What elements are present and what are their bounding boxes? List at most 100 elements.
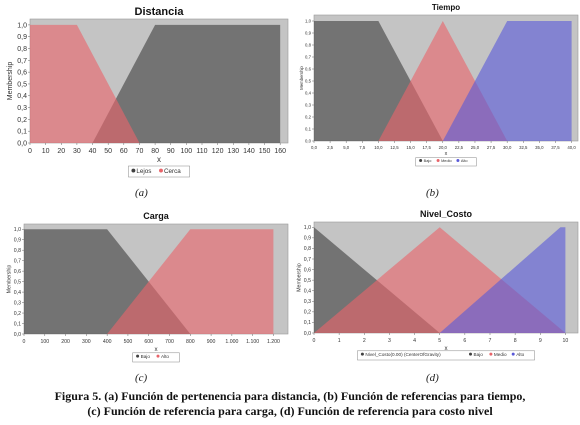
legend-box (128, 165, 190, 178)
sublabel-a: (a) (135, 187, 148, 199)
legend-label-alto: Alto (461, 158, 468, 163)
y-tick-label: 0,1 (304, 320, 311, 326)
x-tick-label: 10 (42, 148, 50, 155)
x-tick-label: 0 (23, 339, 26, 345)
legend-label-nivel-costo-0-00-centerofgravity: Nivel_Costo(0.00) (CenterOfGravity) (365, 352, 441, 357)
x-axis-label: x (444, 345, 448, 352)
y-tick-label: 0,4 (14, 290, 21, 296)
x-tick-label: 20 (57, 148, 65, 155)
x-tick-label: 10,0 (374, 145, 383, 150)
legend-box (415, 157, 477, 167)
x-tick-label: 8 (514, 338, 517, 344)
x-tick-label: 900 (207, 339, 216, 345)
y-tick-label: 0,1 (305, 127, 312, 132)
y-tick-label: 0,3 (305, 103, 312, 108)
y-tick-label: 0,9 (14, 238, 21, 244)
legend-marker-alto (456, 158, 460, 162)
legend-box (132, 352, 180, 363)
x-tick-label: 1.000 (225, 339, 238, 345)
y-tick-label: 1,0 (304, 225, 311, 231)
x-tick-label: 70 (136, 148, 144, 155)
y-tick-label: 0,5 (304, 278, 311, 284)
x-tick-label: 80 (151, 148, 159, 155)
legend-marker-cerca (159, 168, 163, 173)
figure-caption: Figura 5. (a) Función de pertenencia par… (0, 389, 580, 419)
legend-marker-lejos (131, 168, 136, 173)
chart-panel-carga: Carga 0,0 0,1 0,2 0,3 0,4 0,5 0,6 0,7 0,8 0,9 1,0 0 1… (0, 205, 290, 370)
x-tick-label: 10 (563, 338, 569, 344)
chart-distancia: Distancia 0,0 0,1 0,2 0,3 0,4 0,5 0,6 0,7 0,8 0,9 1… (7, 6, 289, 178)
y-tick-label: 0,3 (14, 300, 21, 306)
legend-label-bajo: Bajo (141, 354, 151, 359)
y-tick-label: 0,8 (17, 46, 27, 53)
legend-box (357, 350, 535, 361)
x-axis-label: x (157, 155, 161, 164)
x-tick-label: 1 (338, 338, 341, 344)
x-tick-label: 100 (181, 148, 193, 155)
x-tick-label: 600 (144, 339, 153, 345)
sublabel-b: (b) (426, 187, 439, 199)
y-tick-label: 0,6 (14, 269, 21, 275)
y-tick-label: 0,1 (14, 321, 21, 327)
y-tick-label: 0,0 (14, 332, 21, 338)
y-tick-label: 0,5 (305, 79, 312, 84)
legend-marker-nivel-costo-0-00-centerofgravity (360, 352, 364, 356)
y-axis-label: Membership (296, 263, 302, 292)
y-tick-label: 0,2 (14, 311, 21, 317)
y-tick-label: 0,5 (14, 279, 21, 285)
x-tick-label: 130 (227, 148, 239, 155)
legend-marker-alto (511, 352, 515, 356)
legend-marker-medio (436, 158, 440, 162)
x-tick-label: 0,0 (311, 145, 318, 150)
y-tick-label: 0,1 (17, 129, 27, 136)
legend-label-alto: Alto (161, 354, 169, 359)
x-tick-label: 200 (61, 339, 70, 345)
chart-title: Carga (143, 211, 170, 221)
x-tick-label: 300 (82, 339, 91, 345)
membership-area-alto (439, 227, 566, 333)
y-axis-label: Membership (6, 265, 12, 294)
y-tick-label: 0,3 (304, 299, 311, 305)
y-tick-label: 1,0 (14, 227, 21, 233)
x-tick-label: 4 (413, 338, 416, 344)
y-tick-label: 1,0 (305, 19, 312, 24)
x-tick-label: 32,5 (519, 145, 528, 150)
legend-label-cerca: Cerca (164, 168, 181, 175)
y-tick-label: 0,2 (305, 115, 312, 120)
x-tick-label: 5 (438, 338, 441, 344)
y-tick-label: 0,2 (304, 310, 311, 316)
y-tick-label: 0,0 (17, 140, 27, 147)
y-axis-label: Membership (299, 66, 304, 90)
x-tick-label: 5,0 (343, 145, 350, 150)
x-tick-label: 40,0 (567, 145, 576, 150)
x-axis-label: x (445, 151, 448, 157)
chart-panel-tiempo: Tiempo 0,0 0,1 0,2 0,3 0,4 0,5 0,6 0,7 0,8 0,9 1,0 0… (290, 0, 580, 182)
y-tick-label: 0,3 (17, 105, 27, 112)
chart-nivel-costo: Nivel_Costo 0,0 0,1 0,2 0,3 0,4 0,5 0,6 0,7 0,8 0,… (296, 209, 579, 361)
x-tick-label: 60 (120, 148, 128, 155)
y-tick-label: 0,8 (305, 43, 312, 48)
chart-panel-distancia: Distancia 0,0 0,1 0,2 0,3 0,4 0,5 0,6 0,7 0,8 0,9 1… (0, 0, 290, 182)
y-tick-label: 0,4 (304, 289, 311, 295)
y-tick-label: 0,9 (17, 34, 27, 41)
x-tick-label: 100 (40, 339, 49, 345)
legend-label-bajo: Bajo (474, 352, 484, 357)
chart-carga: Carga 0,0 0,1 0,2 0,3 0,4 0,5 0,6 0,7 0,8 0,9 1,0 0 1… (6, 211, 289, 363)
y-tick-label: 0,9 (305, 31, 312, 36)
x-tick-label: 15,0 (406, 145, 415, 150)
legend-label-medio: Medio (441, 158, 452, 163)
x-tick-label: 150 (259, 148, 271, 155)
chart-panel-nivel-costo: Nivel_Costo 0,0 0,1 0,2 0,3 0,4 0,5 0,6 0,7 0,8 0,… (290, 205, 580, 370)
legend-label-alto: Alto (516, 352, 524, 357)
x-tick-label: 160 (274, 148, 286, 155)
x-tick-label: 7,5 (359, 145, 366, 150)
y-tick-label: 0,6 (305, 67, 312, 72)
x-tick-label: 12,5 (390, 145, 399, 150)
x-tick-label: 400 (103, 339, 112, 345)
x-tick-label: 7 (489, 338, 492, 344)
y-tick-label: 0,5 (17, 81, 27, 88)
y-tick-label: 0,4 (17, 93, 27, 100)
x-tick-label: 37,5 (551, 145, 560, 150)
y-axis-label: Membership (7, 62, 14, 101)
sublabel-d: (d) (426, 372, 439, 384)
